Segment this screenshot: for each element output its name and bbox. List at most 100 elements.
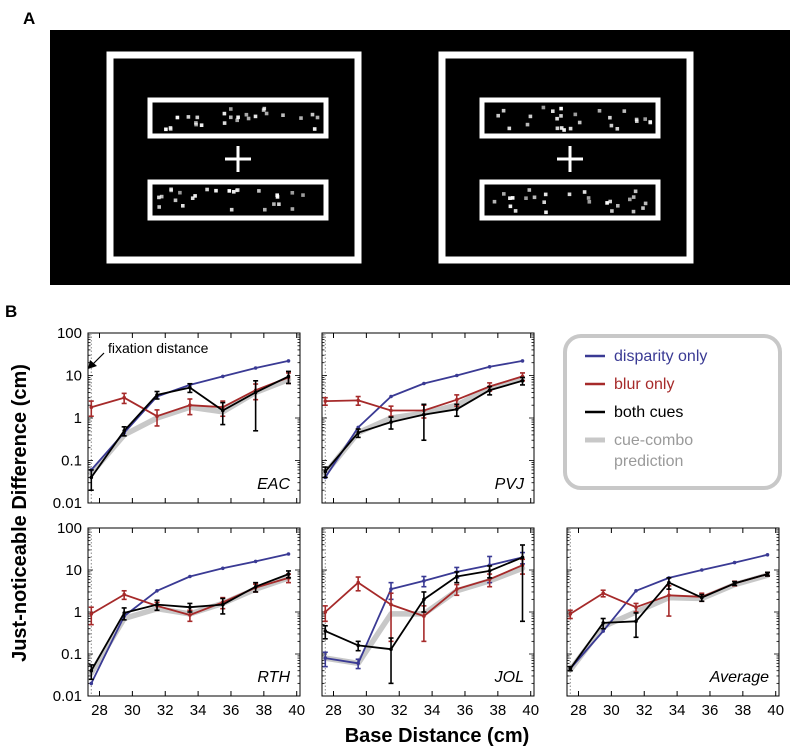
random-dot xyxy=(253,114,258,119)
random-dot xyxy=(199,123,204,127)
random-dot xyxy=(275,195,280,199)
data-point-disparity-only xyxy=(188,574,192,579)
y-tick-label: 0.01 xyxy=(53,688,82,705)
data-point-blur-only xyxy=(188,613,192,617)
data-point-blur-only xyxy=(568,612,573,616)
data-point-both-cues xyxy=(286,572,291,576)
data-point-blur-only xyxy=(323,399,328,403)
x-tick-label: 40 xyxy=(288,702,305,719)
subject-label: JOL xyxy=(494,669,524,686)
random-dot xyxy=(227,189,232,193)
random-dot xyxy=(635,119,639,123)
data-point-disparity-only xyxy=(286,359,291,363)
data-point-both-cues xyxy=(422,597,426,602)
fixation-arrow-head-icon xyxy=(88,360,97,369)
random-dot xyxy=(562,128,566,132)
data-point-disparity-only xyxy=(253,559,258,564)
data-point-disparity-only xyxy=(221,566,225,571)
data-point-both-cues xyxy=(568,666,573,671)
random-dot-strip-icon xyxy=(479,97,661,139)
random-dot xyxy=(214,188,218,193)
data-point-blur-only xyxy=(601,591,605,595)
random-dot xyxy=(587,200,592,204)
stimulus-frame xyxy=(106,51,362,264)
stimulus-background xyxy=(50,30,790,285)
data-point-both-cues xyxy=(286,374,291,379)
data-point-both-cues xyxy=(221,602,225,607)
random-dot xyxy=(643,201,648,206)
x-tick-label: 38 xyxy=(735,702,752,719)
data-point-blur-only xyxy=(122,592,126,597)
data-point-both-cues xyxy=(634,619,638,624)
random-dot xyxy=(264,111,269,116)
random-dot xyxy=(244,112,249,117)
random-dot xyxy=(272,202,276,206)
data-point-disparity-only xyxy=(389,394,393,399)
panel-label-b: B xyxy=(5,302,17,321)
legend-label-combo-line2: prediction xyxy=(614,453,683,470)
data-point-disparity-only xyxy=(155,589,159,593)
fixation-annotation-text: fixation distance xyxy=(108,340,209,356)
random-dot xyxy=(641,206,645,210)
random-dot xyxy=(615,127,620,131)
data-point-both-cues xyxy=(389,647,393,651)
data-point-both-cues xyxy=(89,475,94,480)
random-dot xyxy=(605,201,609,205)
subplot-pvj: PVJ xyxy=(321,332,535,504)
random-dot xyxy=(610,209,614,213)
random-dot xyxy=(544,210,548,215)
data-point-disparity-only xyxy=(487,365,492,369)
data-point-both-cues xyxy=(487,569,492,573)
data-point-blur-only xyxy=(356,580,361,585)
random-dot xyxy=(246,116,251,121)
random-dot xyxy=(551,109,555,113)
x-tick-label: 30 xyxy=(358,702,375,719)
data-point-blur-only xyxy=(422,614,426,618)
data-point-both-cues xyxy=(700,595,704,600)
random-dot xyxy=(496,113,500,118)
data-point-both-cues xyxy=(601,621,605,625)
x-tick-label: 36 xyxy=(702,702,719,719)
random-dot xyxy=(281,113,285,117)
random-dot xyxy=(263,207,267,212)
random-dot xyxy=(492,199,497,204)
data-point-both-cues xyxy=(122,611,126,615)
data-point-disparity-only xyxy=(634,589,638,593)
data-point-disparity-only xyxy=(389,587,393,591)
random-dot xyxy=(193,194,197,198)
subplot-rth: 28 30 32 34 36 38 40 0.01 0.1 1 10 100 RTH xyxy=(53,520,305,719)
data-point-both-cues xyxy=(155,393,159,397)
stimulus-frame xyxy=(438,51,694,264)
legend: disparity only blur only both cues cue-c… xyxy=(563,334,782,490)
random-dot xyxy=(257,189,261,193)
data-point-disparity-only xyxy=(455,373,459,378)
legend-label-blur: blur only xyxy=(614,376,674,393)
data-point-both-cues xyxy=(356,643,361,648)
random-dot xyxy=(508,196,512,200)
x-tick-label: 38 xyxy=(490,702,507,719)
random-dot xyxy=(631,209,636,214)
random-dot xyxy=(290,207,295,211)
x-tick-label: 34 xyxy=(190,702,207,719)
data-point-blur-only xyxy=(667,593,671,598)
random-dot xyxy=(299,116,303,120)
random-dot xyxy=(164,127,168,132)
x-tick-label: 34 xyxy=(669,702,686,719)
random-dot-strip-icon xyxy=(479,179,661,221)
plot-frame xyxy=(87,332,301,504)
data-point-both-cues xyxy=(89,668,94,673)
random-dot xyxy=(178,190,182,195)
data-point-both-cues xyxy=(455,407,459,412)
data-point-both-cues xyxy=(765,572,770,576)
random-dot xyxy=(527,188,532,192)
data-point-disparity-only xyxy=(700,568,704,572)
random-dot xyxy=(301,193,305,197)
data-point-disparity-only xyxy=(323,656,328,660)
x-tick-label: 28 xyxy=(570,702,587,719)
plot-frame xyxy=(566,527,780,697)
x-tick-label: 40 xyxy=(767,702,784,719)
random-dot xyxy=(235,118,239,123)
stimulus-display xyxy=(50,30,790,285)
data-point-both-cues xyxy=(422,412,426,417)
